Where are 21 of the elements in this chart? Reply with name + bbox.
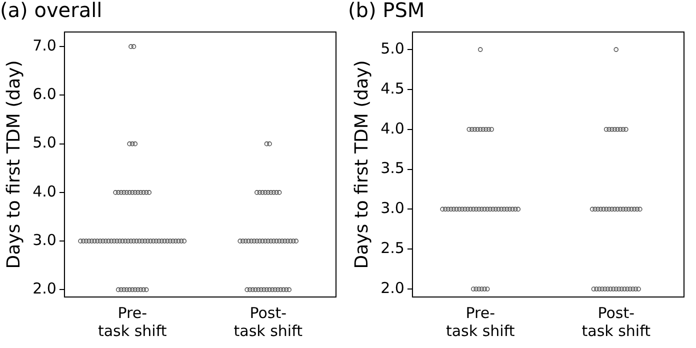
y-axis-title: Days to first TDM (day) (3, 60, 24, 269)
chart-title: (b) PSM (348, 0, 425, 22)
y-tick-label: 4.5 (380, 79, 404, 98)
y-tick-label: 4.0 (32, 182, 56, 200)
x-tick-label: Post- task shift (582, 304, 651, 340)
x-tick-label: Pre- task shift (446, 304, 515, 340)
y-tick-label: 3.0 (380, 199, 404, 218)
y-tick-label: 2.0 (380, 278, 404, 297)
y-tick-label: 3.5 (380, 159, 404, 178)
y-tick-label: 2.5 (380, 239, 404, 257)
chart-title: (a) overall (0, 0, 102, 22)
y-tick-label: 4.0 (380, 119, 404, 138)
y-tick-label: 3.0 (32, 230, 56, 249)
y-tick-label: 6.0 (32, 85, 56, 104)
y-tick-label: 5.0 (32, 134, 56, 152)
y-tick-label: 2.0 (32, 280, 56, 298)
y-tick-label: 7.0 (32, 36, 56, 54)
x-tick-label: Pre- task shift (98, 304, 167, 340)
y-tick-label: 5.0 (380, 39, 404, 58)
y-axis-title: Days to first TDM (day) (351, 60, 372, 269)
x-tick-label: Post- task shift (234, 304, 303, 340)
